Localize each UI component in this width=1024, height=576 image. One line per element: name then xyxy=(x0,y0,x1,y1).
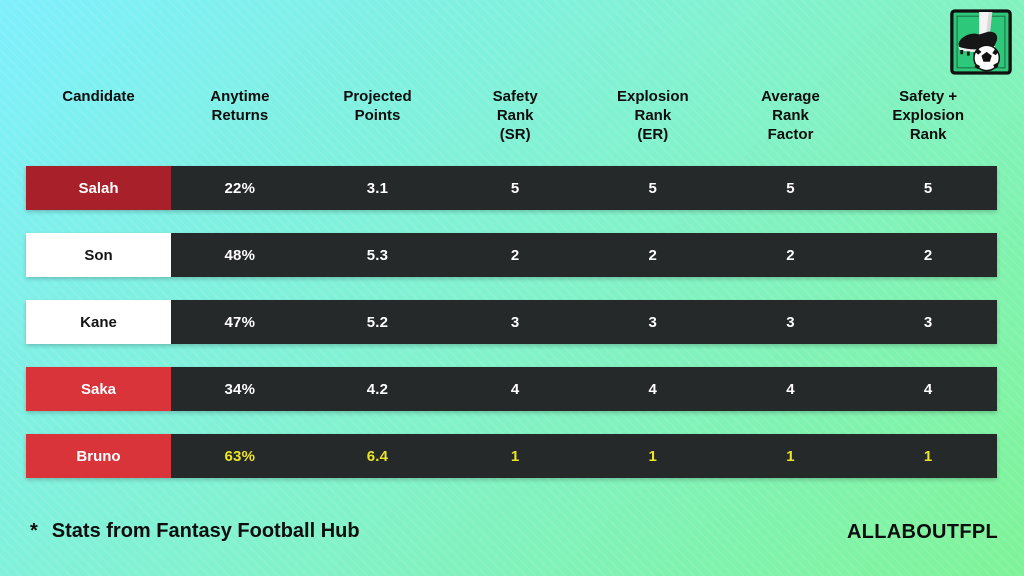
value-cell: 3 xyxy=(584,300,722,345)
value-cell: 4 xyxy=(721,367,860,412)
footnote-asterisk: * xyxy=(30,520,38,542)
value-cell: 4 xyxy=(584,367,722,412)
column-header-candidate: Candidate xyxy=(62,88,135,105)
candidate-cell: Bruno xyxy=(26,434,171,479)
value-cell: 1 xyxy=(721,434,860,479)
value-cell: 34% xyxy=(171,367,309,412)
value-cell: 6.4 xyxy=(308,434,447,479)
value-cell: 2 xyxy=(859,233,997,278)
value-cell: 3 xyxy=(446,300,584,345)
value-cell: 4 xyxy=(859,367,997,412)
value-cell: 2 xyxy=(584,233,722,278)
value-cell: 48% xyxy=(171,233,309,278)
stats-table: Candidate Anytime Returns Projected Poin… xyxy=(26,84,997,479)
value-cell: 3.1 xyxy=(308,166,447,211)
column-header-safety-rank: Safety Rank (SR) xyxy=(492,88,538,143)
value-cell: 5 xyxy=(584,166,722,211)
value-cell: 1 xyxy=(584,434,722,479)
table-rows: Salah 22% 3.1 5 5 5 5 Son 48% 5.3 2 2 2 … xyxy=(26,166,997,479)
value-cell: 5 xyxy=(446,166,584,211)
column-header-anytime-returns: Anytime Returns xyxy=(210,88,270,124)
value-cell: 3 xyxy=(859,300,997,345)
table-row: Kane 47% 5.2 3 3 3 3 xyxy=(26,300,997,345)
value-cell: 4.2 xyxy=(308,367,447,412)
candidate-cell: Kane xyxy=(26,300,171,345)
value-cell: 5.2 xyxy=(308,300,447,345)
column-header-explosion-rank: Explosion Rank (ER) xyxy=(616,88,689,143)
table-row: Salah 22% 3.1 5 5 5 5 xyxy=(26,166,997,211)
table-row: Bruno 63% 6.4 1 1 1 1 xyxy=(26,434,997,479)
value-cell: 2 xyxy=(446,233,584,278)
value-cell: 1 xyxy=(859,434,997,479)
candidate-cell: Son xyxy=(26,233,171,278)
value-cell: 63% xyxy=(171,434,309,479)
candidate-cell: Saka xyxy=(26,367,171,412)
value-cell: 4 xyxy=(446,367,584,412)
brand-wordmark: ALLABOUTFPL xyxy=(846,521,998,543)
column-header-average-rank-factor: Average Rank Factor xyxy=(761,88,820,143)
value-cell: 3 xyxy=(721,300,860,345)
value-cell: 1 xyxy=(446,434,584,479)
value-cell: 22% xyxy=(171,166,309,211)
value-cell: 5.3 xyxy=(308,233,447,278)
value-cell: 2 xyxy=(721,233,860,278)
value-cell: 5 xyxy=(859,166,997,211)
candidate-cell: Salah xyxy=(26,166,171,211)
footnote-text: Stats from Fantasy Football Hub xyxy=(51,520,360,542)
table-header: Candidate Anytime Returns Projected Poin… xyxy=(26,84,997,144)
table-row: Saka 34% 4.2 4 4 4 4 xyxy=(26,367,997,412)
footnote: * Stats from Fantasy Football Hub xyxy=(30,520,360,543)
table-row: Son 48% 5.3 2 2 2 2 xyxy=(26,233,997,278)
value-cell: 5 xyxy=(721,166,860,211)
value-cell: 47% xyxy=(171,300,309,345)
column-header-safety-explosion-rank: Safety + Explosion Rank xyxy=(892,88,964,143)
column-header-projected-points: Projected Points xyxy=(343,88,412,124)
football-boot-on-ball-logo xyxy=(950,9,1012,75)
